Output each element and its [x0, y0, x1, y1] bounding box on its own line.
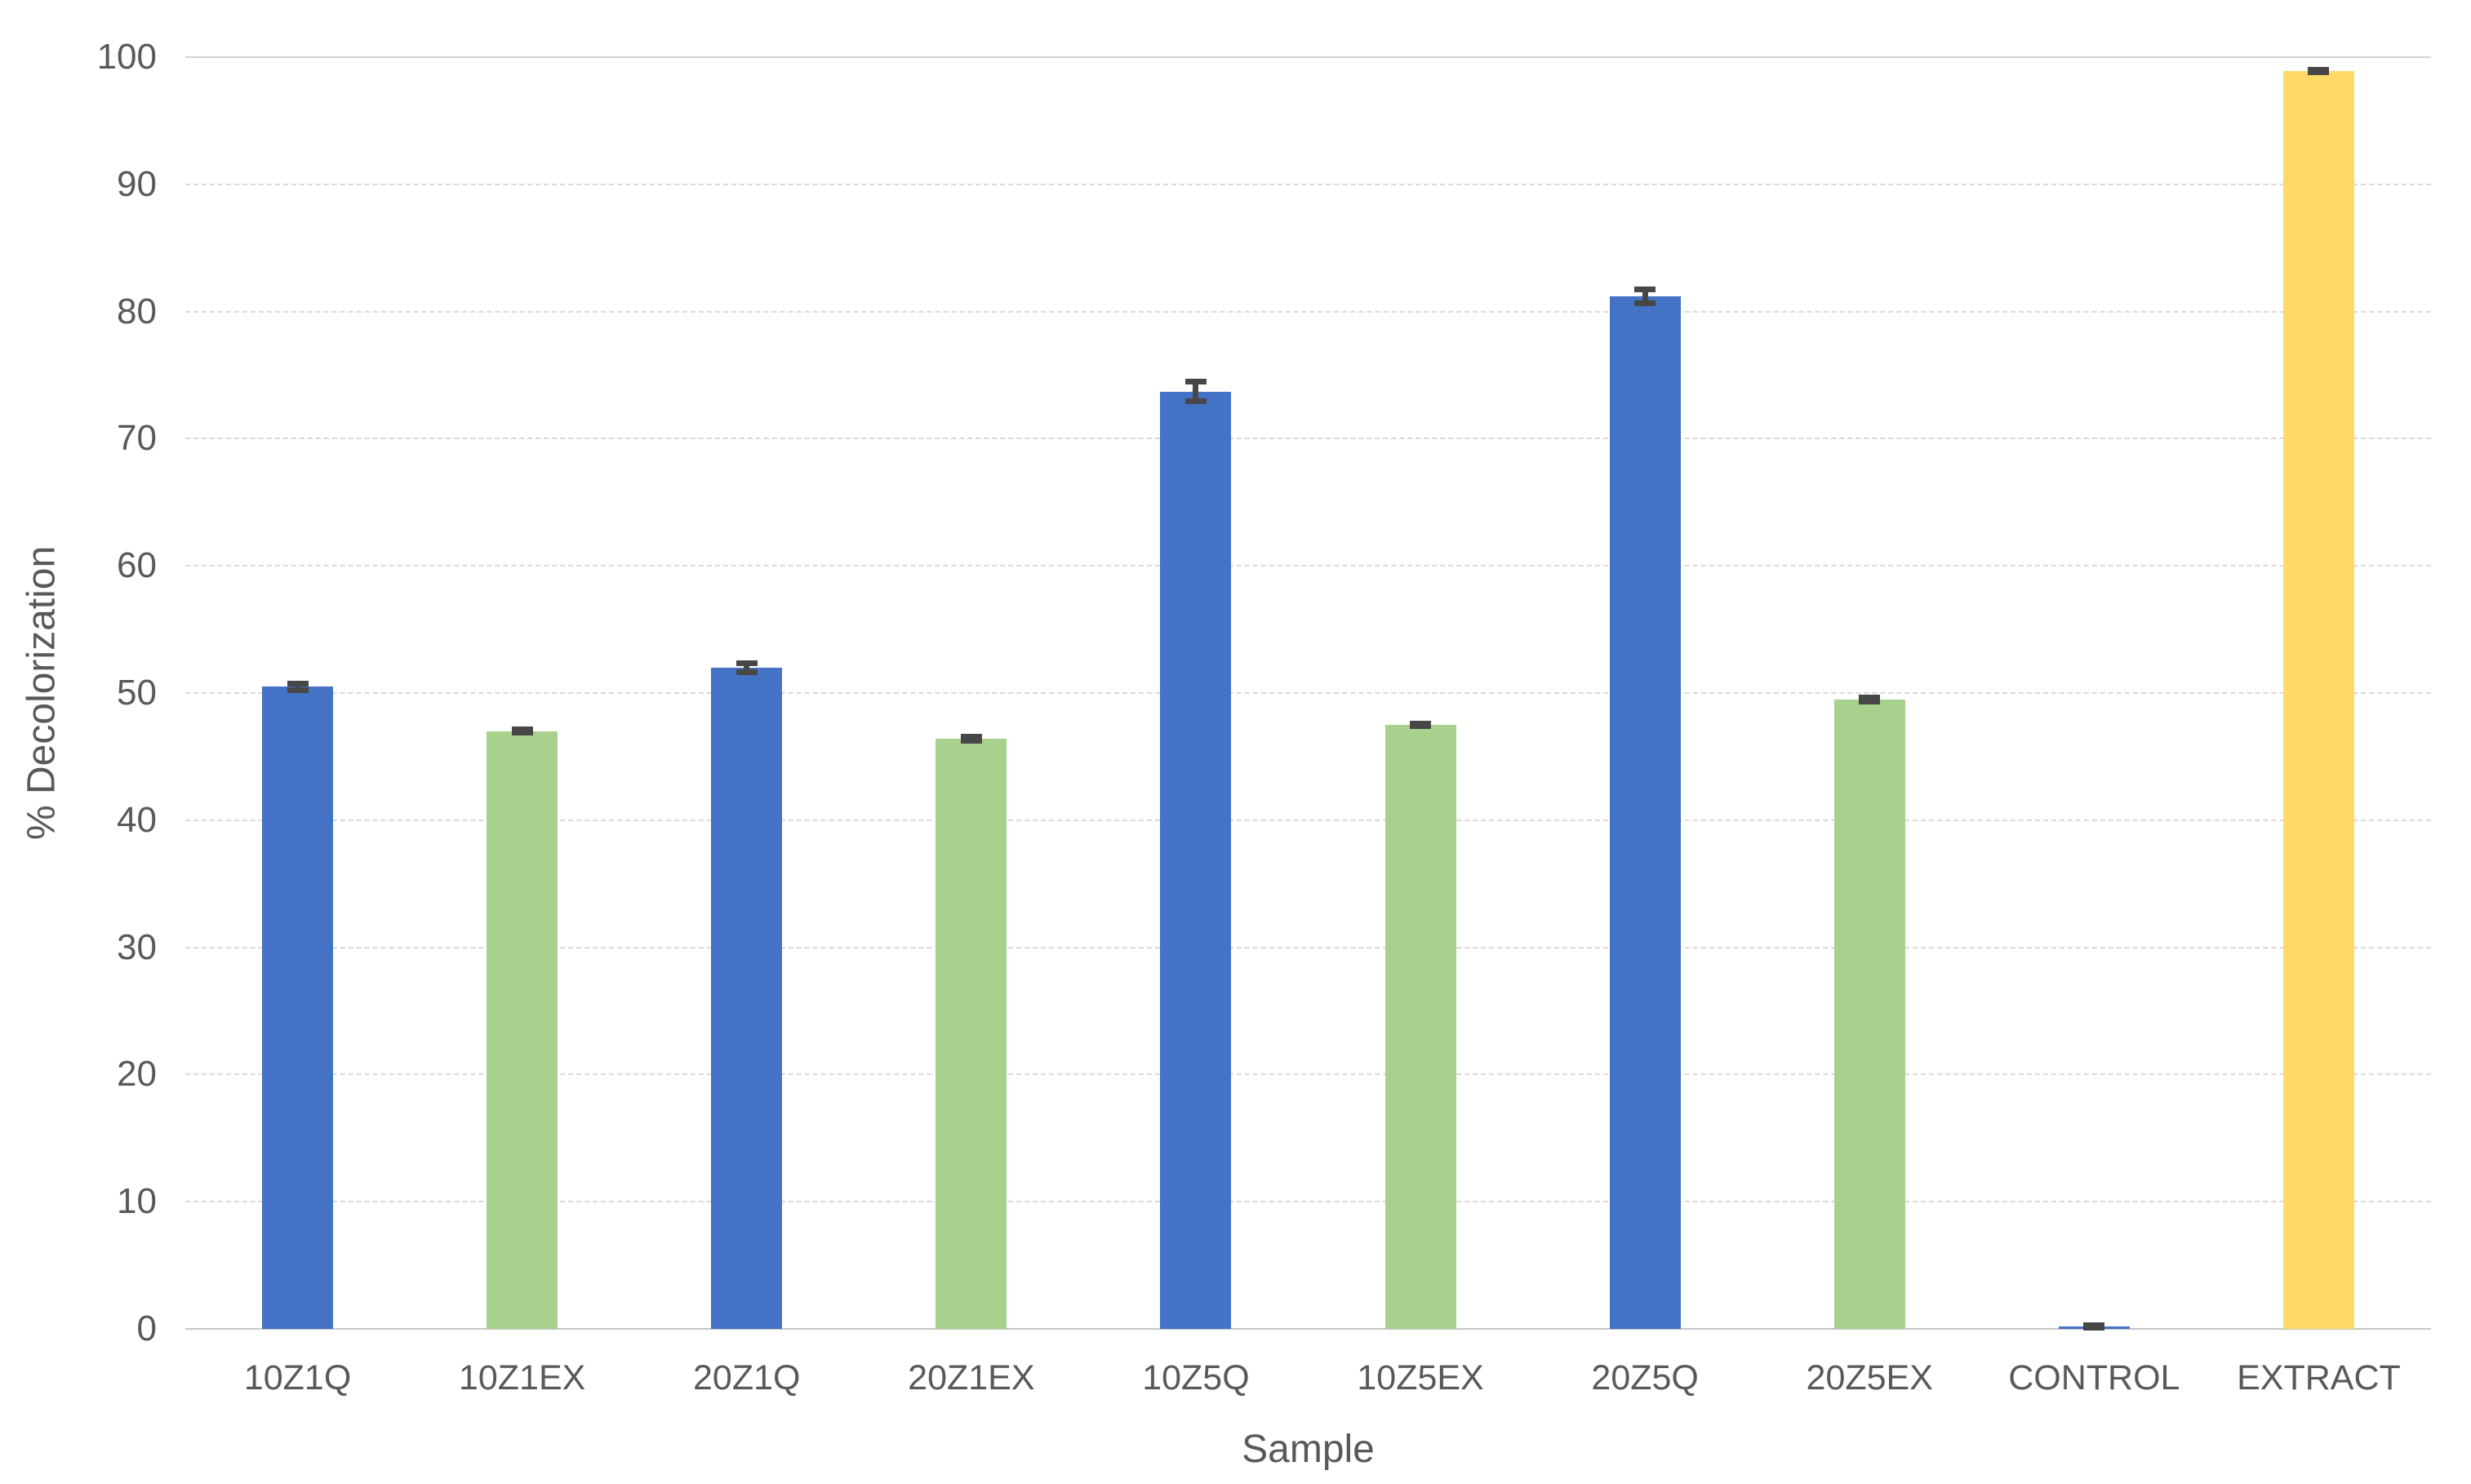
gridline-20 [185, 1073, 2431, 1076]
x-axis-tick-label: EXTRACT [2237, 1358, 2401, 1397]
gridline-50 [185, 692, 2431, 694]
error-bar-cap-top [2083, 1322, 2105, 1328]
x-axis-tick-label: 10Z5EX [1357, 1358, 1484, 1397]
y-axis-title: % Decolorization [20, 545, 64, 841]
error-bar-cap-top [1410, 720, 1432, 726]
gridline-70 [185, 438, 2431, 440]
error-bar-cap-bottom [287, 686, 309, 693]
bar-10z1ex [487, 731, 558, 1329]
gridline-60 [185, 565, 2431, 567]
x-axis-line [185, 1328, 2431, 1330]
gridline-30 [185, 946, 2431, 949]
x-axis-tick-label: 10Z1Q [243, 1358, 352, 1397]
error-bar-whisker [1642, 288, 1648, 304]
error-bar-cap-bottom [1634, 300, 1656, 307]
error-bar-whisker [1193, 381, 1199, 402]
bar-10z5ex [1384, 724, 1456, 1329]
error-bar-cap-bottom [1410, 723, 1432, 730]
y-axis-tick-label: 70 [117, 418, 157, 459]
y-axis-tick-label: 90 [117, 163, 157, 204]
error-bar-cap-bottom [736, 669, 758, 676]
gridline-40 [185, 819, 2431, 821]
y-axis-tick-label: 60 [117, 545, 157, 586]
error-bar-cap-bottom [1859, 698, 1881, 704]
error-bar-cap-top [736, 660, 758, 666]
bar-10z5q [1160, 391, 1232, 1329]
error-bar-cap-bottom [511, 730, 533, 736]
x-axis-tick-label: 20Z1Q [693, 1358, 801, 1397]
bar-extract [2282, 71, 2354, 1329]
gridline-90 [185, 183, 2431, 185]
y-axis-tick-label: 20 [117, 1054, 157, 1095]
x-axis-tick-label: 20Z1EX [908, 1358, 1035, 1397]
x-axis-tick-label: CONTROL [2008, 1358, 2180, 1397]
error-bar-cap-bottom [960, 738, 982, 744]
y-axis-tick-label: 80 [117, 291, 157, 331]
y-axis-tick-label: 0 [136, 1308, 157, 1348]
gridline-80 [185, 310, 2431, 313]
bar-10z1q [262, 686, 334, 1329]
error-bar-cap-top [1859, 694, 1881, 700]
error-bar-cap-bottom [2083, 1325, 2105, 1331]
y-axis-tick-label: 40 [117, 799, 157, 840]
y-axis-tick-label: 100 [96, 37, 157, 77]
x-axis-tick-label: 10Z1EX [458, 1358, 586, 1397]
x-axis-tick-label: 20Z5EX [1806, 1358, 1933, 1397]
y-axis-tick-label: 30 [117, 926, 157, 967]
error-bar-cap-top [2308, 66, 2330, 73]
error-bar-whisker [295, 682, 301, 691]
bar-20z1q [711, 667, 783, 1329]
bar-20z1ex [936, 739, 1007, 1329]
x-axis-tick-label: 10Z5Q [1142, 1358, 1250, 1397]
error-bar-cap-top [960, 733, 982, 740]
gridline-10 [185, 1201, 2431, 1203]
error-bar-cap-bottom [1184, 398, 1207, 405]
bar-20z5q [1609, 295, 1681, 1329]
error-bar-cap-top [511, 726, 533, 733]
error-bar-cap-top [1184, 379, 1207, 385]
error-bar-whisker [744, 662, 750, 673]
error-bar-cap-top [287, 680, 309, 686]
gridline-100 [185, 56, 2431, 58]
x-axis-tick-label: 20Z5Q [1591, 1358, 1699, 1397]
y-axis-tick-label: 50 [117, 673, 157, 713]
bar-20z5ex [1833, 699, 1905, 1329]
error-bar-cap-bottom [2308, 69, 2330, 76]
x-axis-title: Sample [1242, 1428, 1375, 1471]
error-bar-cap-top [1634, 286, 1656, 292]
y-axis-tick-label: 10 [117, 1181, 157, 1222]
